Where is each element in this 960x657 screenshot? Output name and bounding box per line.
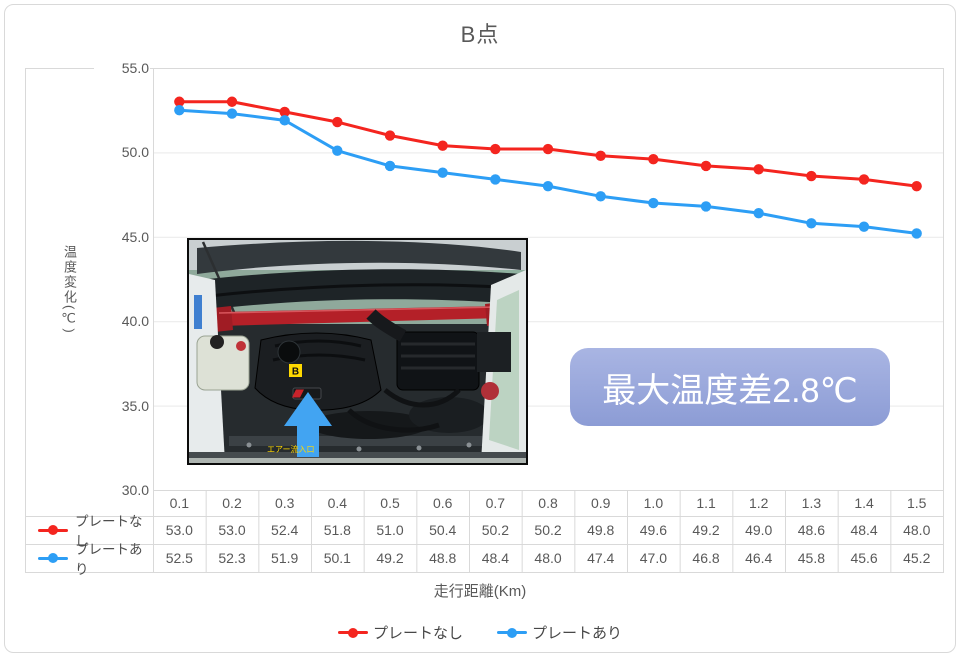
table-cell: 51.8 — [323, 522, 351, 538]
table-cell: 53.0 — [218, 522, 246, 538]
svg-text:B: B — [292, 367, 299, 378]
table-cell: 1.5 — [907, 495, 927, 511]
table-cell: 52.4 — [271, 522, 299, 538]
y-axis-tick-label: 35.0 — [94, 396, 150, 415]
series-name-label: プレートあり — [75, 542, 143, 577]
engine-bay-illustration: B エアー流入口 — [189, 240, 526, 463]
table-cell: 47.0 — [639, 550, 667, 566]
table-cell: 48.0 — [534, 550, 562, 566]
legend-key-red-icon — [38, 528, 68, 532]
table-cell: 50.1 — [323, 550, 351, 566]
table-cell: 0.9 — [590, 495, 611, 511]
table-cell: 48.0 — [903, 522, 931, 538]
y-axis-tick-label: 40.0 — [94, 312, 150, 331]
table-cell: 51.9 — [271, 550, 299, 566]
red-cap — [481, 382, 499, 400]
table-cell: 50.2 — [534, 522, 562, 538]
table-cell: 49.0 — [745, 522, 773, 538]
table-cell: 49.8 — [587, 522, 615, 538]
y-axis-tick-label: 45.0 — [94, 227, 150, 246]
legend-item-no-plate: プレートなし — [337, 622, 463, 643]
table-cell: 1.3 — [801, 495, 822, 511]
legend-label: プレートなし — [372, 625, 463, 642]
table-cell: 53.0 — [165, 522, 193, 538]
annotation-box: 最大温度差2.8℃ — [570, 348, 890, 426]
table-values-row-with-plate: 52.5 52.3 51.9 50.1 49.2 48.8 48.4 48.0 47.4 47.0… — [153, 544, 943, 572]
chart-title: B点 — [460, 22, 500, 47]
table-cell: 0.8 — [538, 495, 558, 511]
table-cell: 47.4 — [587, 550, 615, 566]
table-cell: 0.6 — [432, 495, 453, 511]
table-cell: 51.0 — [376, 522, 404, 538]
table-cell: 1.4 — [854, 495, 874, 511]
table-cell: 48.4 — [850, 522, 878, 538]
table-cell: 45.8 — [797, 550, 826, 566]
table-cell: 50.2 — [481, 522, 509, 538]
table-category-row: 0.1 0.2 0.3 0.4 0.5 0.6 0.7 0.8 0.9 1.0 1.1 1.2 1.3 1… — [153, 490, 943, 516]
y-axis-tick-label: 55.0 — [94, 59, 150, 77]
legend-item-with-plate: プレートあり — [497, 622, 622, 643]
table-cell: 1.2 — [748, 495, 769, 511]
table-cell: 0.4 — [327, 495, 348, 511]
table-cell: 52.3 — [218, 550, 246, 566]
table-cell: 49.2 — [376, 550, 404, 566]
table-cell: 48.4 — [481, 550, 509, 566]
y-axis-tick-label: 30.0 — [94, 481, 150, 499]
x-axis-title: 走行距離(Km) — [433, 583, 527, 600]
legend-key-blue-icon — [38, 556, 68, 560]
table-cell: 1.0 — [643, 495, 664, 511]
table-cell: 46.8 — [692, 550, 720, 566]
table-cell: 50.4 — [429, 522, 457, 538]
table-cell: 0.2 — [222, 495, 242, 511]
table-cell: 48.8 — [429, 550, 457, 566]
table-cell: 45.6 — [850, 550, 878, 566]
table-cell: 49.2 — [692, 522, 720, 538]
table-series-name-with-plate: プレートあり — [26, 542, 152, 577]
y-axis-title: 温度変化(℃) — [62, 245, 77, 335]
legend-label: プレートあり — [532, 625, 623, 642]
table-cell: 48.6 — [797, 522, 826, 538]
table-cell: 0.5 — [380, 495, 400, 511]
table-values-row-no-plate: 53.0 53.0 52.4 51.8 51.0 50.4 50.2 50.2 49.8 49.6… — [153, 516, 943, 544]
legend-key-blue-icon — [497, 631, 527, 634]
legend-key-red-icon — [337, 631, 368, 634]
engine-bay-photo: B エアー流入口 — [187, 238, 528, 465]
table-cell: 0.3 — [274, 495, 295, 511]
table-cell: 1.1 — [696, 495, 716, 511]
table-cell: 46.4 — [745, 550, 773, 566]
table-cell: 52.5 — [165, 550, 193, 566]
chart-legend: プレートなし プレートあり — [0, 622, 960, 643]
y-axis-tick-label: 50.0 — [94, 143, 150, 162]
table-cell: 49.6 — [639, 522, 667, 538]
table-cell: 0.7 — [485, 495, 506, 511]
table-cell: 45.2 — [903, 550, 931, 566]
oil-cap — [277, 340, 301, 364]
air-filter-box — [396, 331, 480, 391]
annotation-text: 最大温度差2.8℃ — [602, 371, 858, 410]
air-inlet-caption: エアー流入口 — [267, 444, 315, 454]
table-cell: 0.1 — [169, 495, 190, 511]
